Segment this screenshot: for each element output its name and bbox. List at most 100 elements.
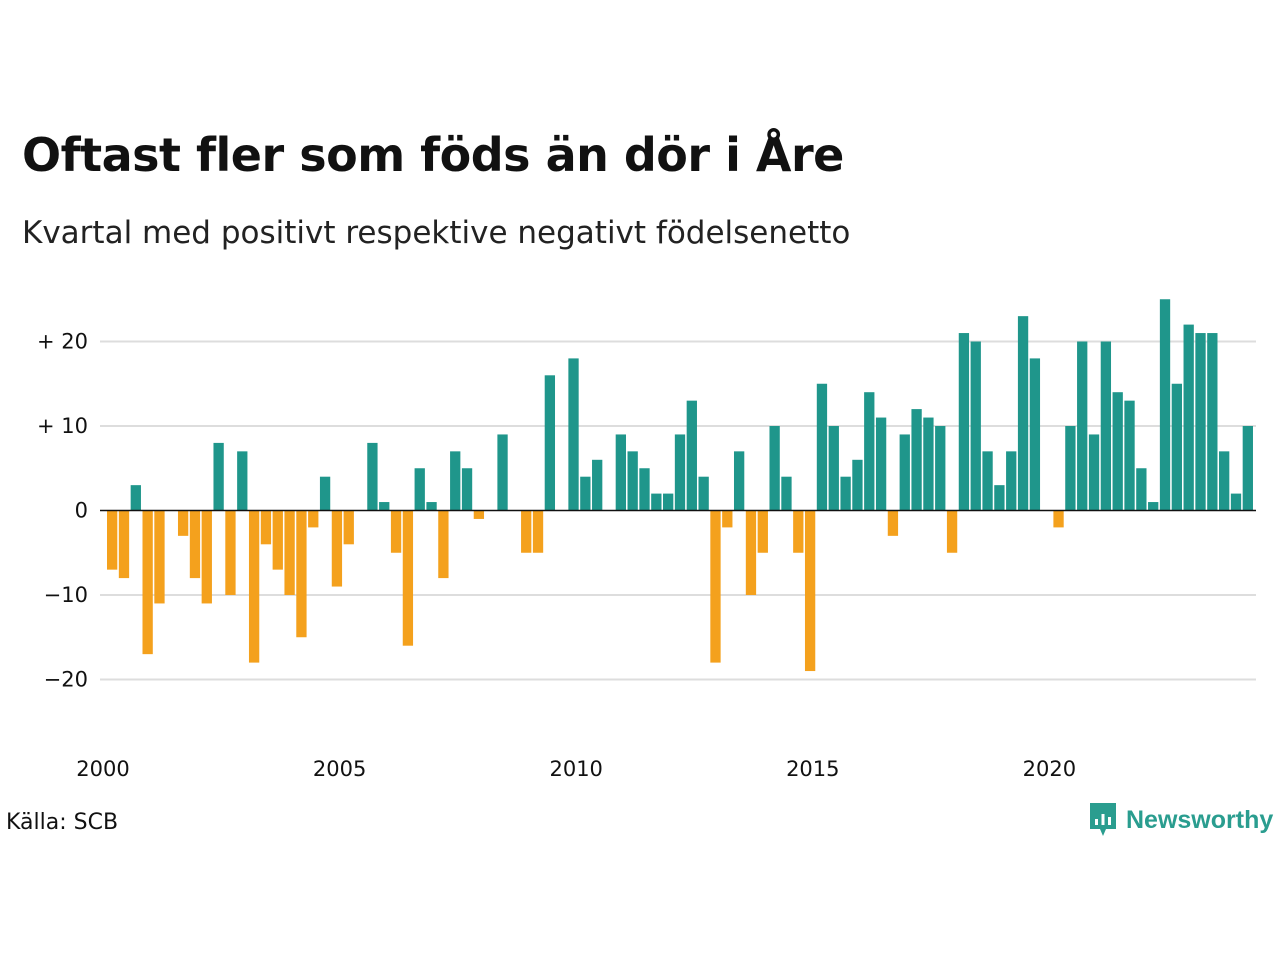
bar (272, 510, 283, 570)
bar (130, 485, 141, 511)
bar (627, 451, 638, 511)
bar (745, 510, 757, 595)
bar (663, 493, 674, 511)
bar (532, 510, 544, 553)
y-tick-label: + 20 (37, 330, 88, 354)
bar (1207, 333, 1218, 511)
bar (426, 502, 437, 511)
bar (651, 493, 662, 511)
bar (379, 502, 390, 511)
bar (438, 510, 449, 579)
bar (733, 451, 745, 511)
bar (331, 510, 343, 587)
bar (1171, 383, 1182, 511)
bar (935, 426, 946, 511)
bar (970, 341, 981, 511)
bars (107, 299, 1253, 672)
bar (864, 392, 875, 511)
y-tick-label: −10 (44, 583, 88, 607)
bar (875, 417, 887, 511)
bar (639, 468, 650, 511)
bar (1195, 333, 1206, 511)
y-axis-labels: + 20 + 10 0 −10 −20 (37, 330, 88, 692)
source-note: Källa: SCB (6, 810, 119, 835)
bar (1006, 451, 1017, 511)
bar (284, 510, 295, 595)
bar (1148, 502, 1159, 511)
bar (804, 510, 816, 672)
bar (1017, 316, 1029, 511)
bar (568, 358, 579, 511)
bar (710, 510, 721, 663)
bar (1183, 324, 1194, 511)
bar (982, 451, 993, 511)
x-tick-label: 2020 (1023, 757, 1076, 781)
bar (615, 434, 626, 511)
bar (1100, 341, 1112, 511)
bar (201, 510, 212, 604)
y-tick-label: 0 (75, 499, 88, 523)
bar (816, 383, 828, 511)
bar (521, 510, 532, 553)
bar (781, 476, 792, 511)
bar (887, 510, 899, 536)
x-axis-labels: 2000 2005 2010 2015 2020 (76, 757, 1076, 781)
bar (722, 510, 733, 528)
bar (1136, 468, 1147, 511)
bar (450, 451, 461, 511)
bar (1065, 426, 1076, 511)
bar (367, 442, 378, 511)
bar (319, 476, 331, 511)
bar (1159, 299, 1171, 511)
bar (828, 426, 839, 511)
bar (840, 476, 851, 511)
bar (793, 510, 804, 553)
bar (1242, 426, 1253, 511)
bar (213, 442, 224, 511)
bar (414, 468, 425, 511)
bar (177, 510, 189, 536)
bar (189, 510, 201, 579)
bar (1124, 400, 1135, 511)
bar (580, 476, 591, 511)
x-tick-label: 2010 (549, 757, 602, 781)
bar (154, 510, 165, 604)
bar (497, 434, 508, 511)
bar (946, 510, 958, 553)
x-tick-label: 2015 (786, 757, 839, 781)
bar-chart: + 20 + 10 0 −10 −20 2000 2005 2010 2015 2020 (37, 299, 1256, 781)
bar (107, 510, 118, 570)
bar (1230, 493, 1242, 511)
bar (343, 510, 354, 545)
bar (1029, 358, 1041, 511)
newsworthy-logo-icon (1090, 803, 1116, 836)
bar (1088, 434, 1100, 511)
bar (958, 333, 970, 511)
chart-subtitle: Kvartal med positivt respektive negativt… (22, 215, 851, 251)
bar (225, 510, 236, 595)
bar (1219, 451, 1230, 511)
bar (1053, 510, 1064, 528)
chart-title: Oftast fler som föds än dör i Åre (22, 128, 844, 182)
bar (911, 409, 922, 511)
bar (118, 510, 130, 579)
bar (260, 510, 272, 545)
x-tick-label: 2005 (313, 757, 366, 781)
y-tick-label: + 10 (37, 414, 88, 438)
bar (1112, 392, 1123, 511)
bar (296, 510, 307, 638)
bar (899, 434, 910, 511)
bar (248, 510, 260, 663)
bar (674, 434, 686, 511)
bar (592, 459, 603, 511)
brand-logo[interactable]: Newsworthy (1088, 800, 1273, 840)
bar (923, 417, 934, 511)
bar (852, 459, 863, 511)
bar (994, 485, 1005, 511)
x-tick-label: 2000 (76, 757, 129, 781)
bar (698, 476, 709, 511)
y-tick-label: −20 (44, 668, 88, 692)
bar (769, 426, 780, 511)
bar (237, 451, 248, 511)
bar (686, 400, 697, 511)
